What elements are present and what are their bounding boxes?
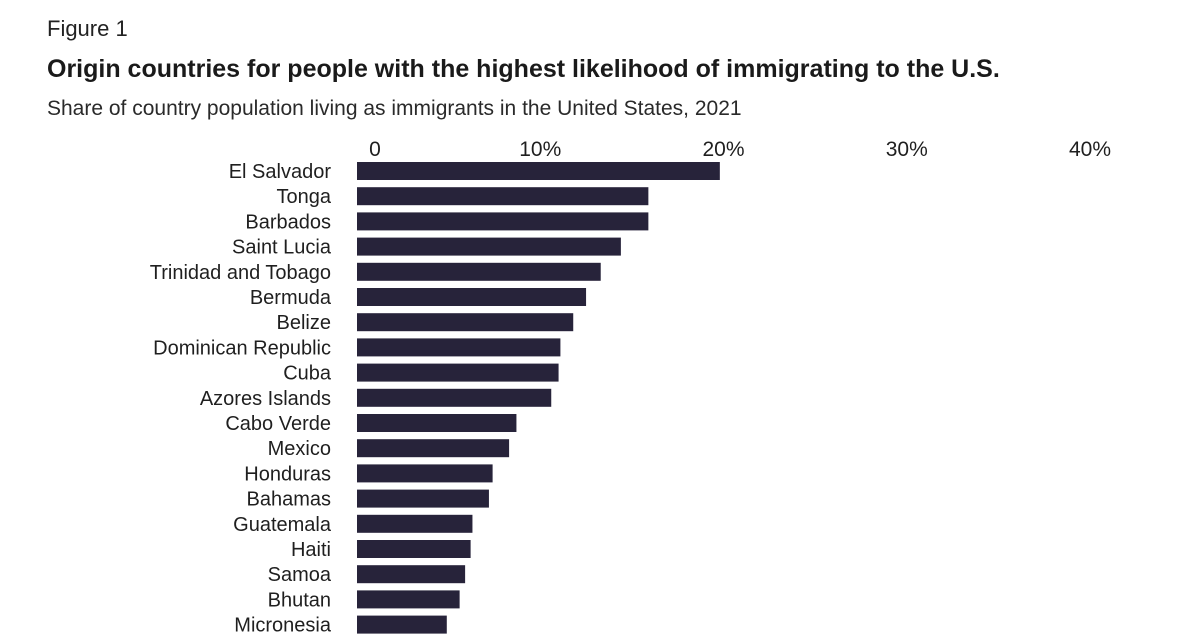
category-label: Bhutan [268, 589, 331, 611]
bar [357, 262, 601, 281]
bar [357, 489, 489, 508]
bars [357, 162, 720, 634]
category-labels: El Salvador Tonga Barbados Saint Lucia Trini… [150, 161, 332, 637]
bar [357, 338, 561, 357]
category-label: Tonga [277, 186, 332, 208]
chart-title: Origin countries for people with the hig… [47, 55, 1000, 83]
bar [357, 212, 649, 231]
category-label: Bahamas [247, 489, 332, 511]
category-label: Samoa [268, 564, 332, 586]
bar [357, 388, 552, 407]
x-axis: 0 10% 20% 30% 40% [369, 138, 1111, 161]
category-label: Saint Lucia [232, 237, 332, 259]
category-label: Haiti [291, 539, 331, 561]
category-label: Azores Islands [200, 388, 331, 410]
bar [357, 565, 466, 584]
bar [357, 514, 473, 533]
category-label: Barbados [245, 211, 331, 233]
category-label: Mexico [268, 438, 331, 460]
bar [357, 237, 621, 256]
x-tick-label: 0 [369, 138, 381, 161]
category-label: Bermuda [250, 287, 332, 309]
bar [357, 615, 447, 634]
bar [357, 464, 493, 483]
bar [357, 540, 471, 558]
figure-label: Figure 1 [47, 16, 128, 41]
bar [357, 439, 510, 458]
bar [357, 313, 574, 332]
x-tick-label: 40% [1069, 138, 1111, 161]
chart-subtitle: Share of country population living as im… [47, 97, 742, 120]
x-tick-label: 30% [886, 138, 928, 161]
category-label: Belize [277, 312, 331, 334]
bar [357, 187, 649, 206]
bar [357, 288, 587, 306]
category-label: El Salvador [229, 161, 332, 183]
bar [357, 414, 517, 432]
category-label: Guatemala [233, 514, 332, 536]
category-label: Dominican Republic [153, 337, 331, 359]
x-tick-label: 10% [519, 138, 561, 161]
bar [357, 590, 460, 609]
category-label: Micronesia [234, 615, 332, 637]
category-label: Cuba [283, 363, 332, 385]
category-label: Cabo Verde [225, 413, 331, 435]
bar [357, 162, 720, 180]
category-label: Trinidad and Tobago [150, 262, 331, 284]
x-tick-label: 20% [702, 138, 744, 161]
bar [357, 363, 559, 382]
category-label: Honduras [244, 463, 331, 485]
